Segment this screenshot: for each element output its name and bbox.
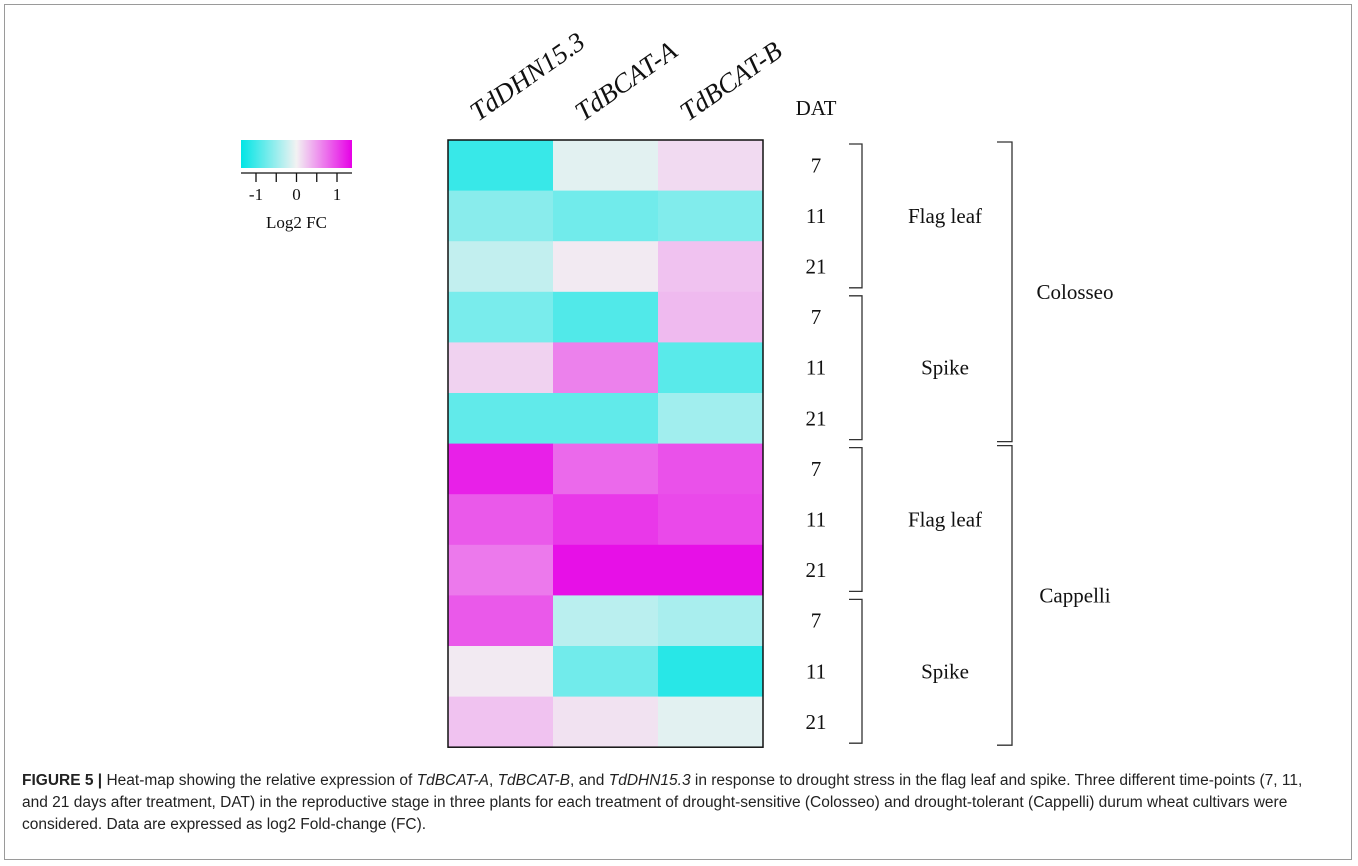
heatmap-cell	[553, 241, 659, 293]
row-label-dat: 7	[811, 153, 822, 177]
heatmap-cell	[448, 190, 554, 242]
group-bracket	[997, 444, 1013, 746]
tissue-group-label: Flag leaf	[908, 204, 982, 228]
caption-gene-name: TdBCAT-B	[497, 772, 570, 789]
heatmap-cell	[658, 696, 764, 748]
group-bracket	[849, 295, 863, 441]
group-bracket	[849, 598, 863, 744]
heatmap-cell	[448, 140, 554, 192]
heatmap-cell	[658, 494, 764, 546]
row-label-dat: 11	[806, 356, 826, 380]
heatmap-cell	[658, 140, 764, 192]
cultivar-group-label: Colosseo	[1036, 280, 1113, 304]
heatmap-cell	[553, 544, 659, 596]
heatmap-cell	[448, 595, 554, 647]
column-label: TdDHN15.3	[464, 26, 590, 127]
row-label-dat: 7	[811, 457, 822, 481]
heatmap-cell	[658, 342, 764, 394]
heatmap-cell	[658, 544, 764, 596]
legend-color-bar	[241, 140, 352, 168]
row-label-dat: 11	[806, 204, 826, 228]
heatmap-cell	[448, 494, 554, 546]
tissue-group-label: Flag leaf	[908, 508, 982, 532]
heatmap-cell	[658, 595, 764, 647]
column-label: TdBCAT-B	[674, 35, 787, 127]
row-labels: DAT 7 11 21 7 11 21 7 11 21 7 11 21	[796, 96, 837, 734]
row-label-dat: 21	[806, 710, 827, 734]
row-label-dat: 11	[806, 659, 826, 683]
heatmap-cell	[658, 393, 764, 445]
group-bracket	[849, 143, 863, 289]
legend-tick-label: 0	[292, 185, 301, 204]
heatmap-cell	[658, 646, 764, 698]
heatmap-cell	[448, 646, 554, 698]
heatmap-cell	[553, 443, 659, 495]
heatmap-cell	[448, 443, 554, 495]
heatmap-cell	[553, 494, 659, 546]
heatmap-cell	[553, 190, 659, 242]
row-label-dat: 21	[806, 558, 827, 582]
heatmap-cell	[553, 595, 659, 647]
figure-caption: FIGURE 5 | Heat-map showing the relative…	[22, 772, 1303, 833]
heatmap-cell	[553, 342, 659, 394]
color-legend: -1 0 1 Log2 FC	[241, 140, 352, 232]
caption-gene-name: TdBCAT-A	[416, 772, 489, 789]
heatmap-cell	[658, 241, 764, 293]
legend-tick-label: -1	[249, 185, 263, 204]
heatmap-cell	[553, 291, 659, 343]
heatmap-cell	[553, 646, 659, 698]
row-header-dat: DAT	[796, 96, 837, 120]
row-label-dat: 11	[806, 508, 826, 532]
group-bracket	[849, 446, 863, 593]
heatmap-cells	[448, 140, 764, 748]
tissue-group-label: Spike	[921, 356, 969, 380]
tissue-group-label: Spike	[921, 659, 969, 683]
heatmap-cell	[553, 696, 659, 748]
group-bracket	[997, 141, 1013, 443]
heatmap-cell	[658, 190, 764, 242]
heatmap-cell	[658, 443, 764, 495]
heatmap-cell	[448, 241, 554, 293]
group-brackets: Flag leaf Spike Flag leaf Spike Colosseo Capp…	[849, 141, 1114, 746]
caption-label: FIGURE 5 |	[22, 772, 103, 789]
row-label-dat: 21	[806, 255, 827, 279]
legend-tick-label: 1	[333, 185, 342, 204]
heatmap-cell	[553, 140, 659, 192]
heatmap-cell	[448, 393, 554, 445]
row-label-dat: 7	[811, 609, 822, 633]
legend-title: Log2 FC	[266, 213, 327, 232]
row-label-dat: 7	[811, 305, 822, 329]
heatmap-cell	[448, 544, 554, 596]
heatmap-cell	[658, 291, 764, 343]
heatmap-cell	[448, 291, 554, 343]
row-label-dat: 21	[806, 406, 827, 430]
heatmap-cell	[448, 696, 554, 748]
heatmap-border	[447, 139, 764, 748]
heatmap-cell	[448, 342, 554, 394]
cultivar-group-label: Cappelli	[1039, 583, 1110, 607]
caption-gene-name: TdDHN15.3	[608, 772, 691, 789]
heatmap-cell	[553, 393, 659, 445]
